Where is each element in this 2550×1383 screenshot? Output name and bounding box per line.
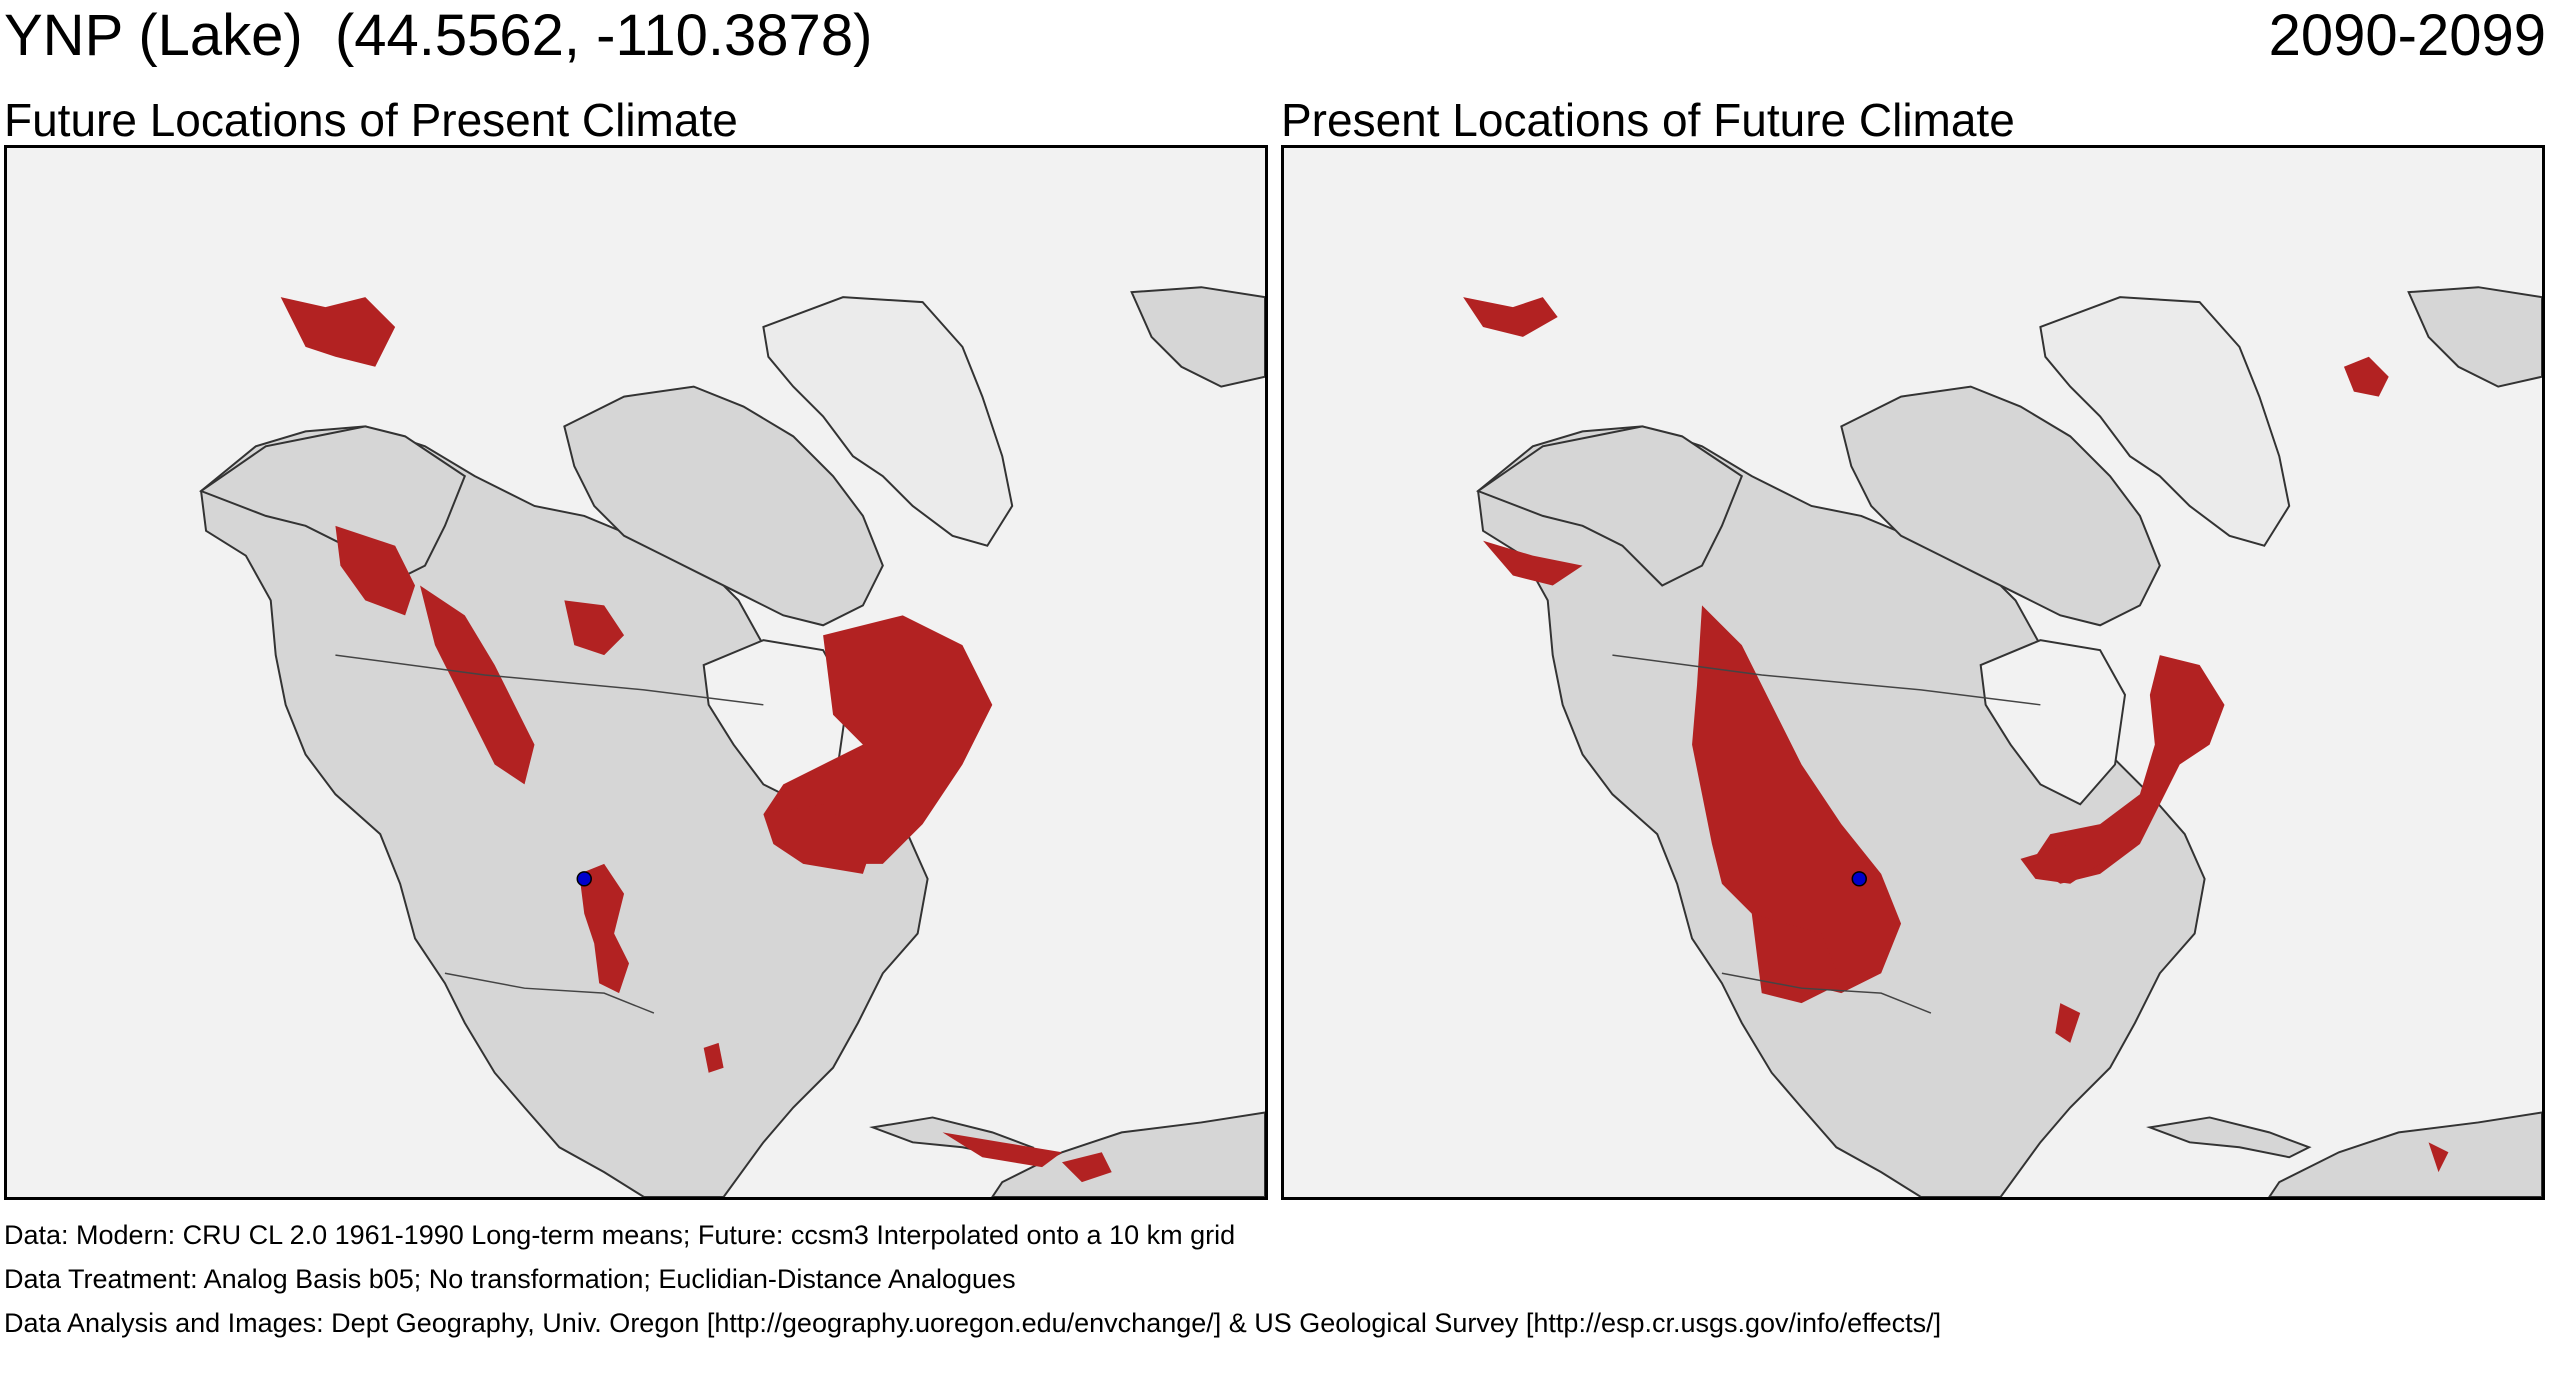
north-america-landmass <box>200 425 929 1197</box>
analog-region <box>2020 844 2101 884</box>
analog-region <box>1483 540 1583 586</box>
footer-data-line: Data: Modern: CRU CL 2.0 1961-1990 Long-… <box>4 1220 1236 1250</box>
land-layer <box>198 286 1265 1197</box>
analog-region <box>420 585 535 785</box>
left-panel-title: Future Locations of Present Climate <box>4 94 738 146</box>
siberia-landmass <box>2407 286 2542 388</box>
analog-region <box>763 804 873 874</box>
footer-treatment-line: Data Treatment: Analog Basis b05; No tra… <box>4 1264 1016 1294</box>
footer-analysis-line: Data Analysis and Images: Dept Geography… <box>4 1308 1942 1338</box>
analog-region <box>942 1132 1062 1168</box>
page-title: YNP (Lake) (44.5562, -110.3878) <box>4 3 873 68</box>
greenland-landmass <box>762 296 1014 547</box>
analog-region <box>335 525 416 616</box>
cuba-island <box>2146 1116 2312 1159</box>
arctic-islands <box>1840 385 2161 627</box>
time-period-label: 2090-2099 <box>2268 3 2546 68</box>
analog-region <box>280 297 396 367</box>
us-canada-border <box>1612 654 2041 706</box>
greenland-landmass <box>2039 296 2291 547</box>
analog-region <box>1463 297 1558 337</box>
analog-region <box>763 615 993 864</box>
analog-region-layer <box>1463 297 2449 1173</box>
us-canada-border <box>335 654 764 706</box>
us-mexico-border <box>1721 972 1932 1014</box>
analog-region <box>2055 1003 2081 1043</box>
us-mexico-border <box>444 972 655 1014</box>
site-marker <box>576 871 592 887</box>
analog-region <box>2343 356 2389 397</box>
north-america-landmass <box>1477 425 2206 1197</box>
analog-region <box>703 1042 724 1073</box>
analog-region <box>1751 913 1842 1004</box>
siberia-landmass <box>1130 286 1265 388</box>
hudson-bay <box>1979 639 2127 806</box>
analog-region <box>564 600 625 656</box>
state-borders <box>1612 654 2041 1014</box>
site-marker <box>1851 871 1867 887</box>
south-america-landmass <box>2268 1111 2542 1197</box>
map-svg-right <box>1463 286 2542 1197</box>
analog-region <box>2428 1142 2449 1173</box>
state-borders <box>335 654 764 1014</box>
analog-region-layer <box>280 297 1112 1183</box>
land-layer <box>1475 286 2542 1197</box>
data-notes: Data: Modern: CRU CL 2.0 1961-1990 Long-… <box>4 1213 1941 1345</box>
map-svg-left <box>198 286 1265 1197</box>
analog-region <box>1692 605 1902 994</box>
analog-region <box>579 863 630 994</box>
south-america-landmass <box>991 1111 1265 1197</box>
alaska-landmass <box>198 425 467 587</box>
analog-region <box>2030 655 2225 884</box>
analog-region <box>1061 1152 1112 1183</box>
future-locations-map <box>4 145 1268 1200</box>
right-panel-title: Present Locations of Future Climate <box>1281 94 2015 146</box>
alaska-landmass <box>1475 425 1744 587</box>
present-locations-map <box>1281 145 2545 1200</box>
arctic-islands <box>563 385 884 627</box>
